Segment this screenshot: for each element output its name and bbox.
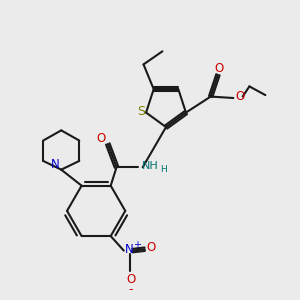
- Text: +: +: [133, 240, 141, 250]
- Text: O: O: [97, 132, 106, 145]
- Text: -: -: [129, 284, 133, 296]
- Text: O: O: [127, 273, 136, 286]
- Text: N: N: [50, 158, 59, 171]
- Text: O: O: [146, 241, 156, 254]
- Text: O: O: [235, 90, 244, 103]
- Text: O: O: [215, 62, 224, 75]
- Text: H: H: [160, 165, 167, 174]
- Text: NH: NH: [142, 161, 158, 171]
- Text: S: S: [137, 105, 145, 118]
- Text: N: N: [125, 243, 134, 256]
